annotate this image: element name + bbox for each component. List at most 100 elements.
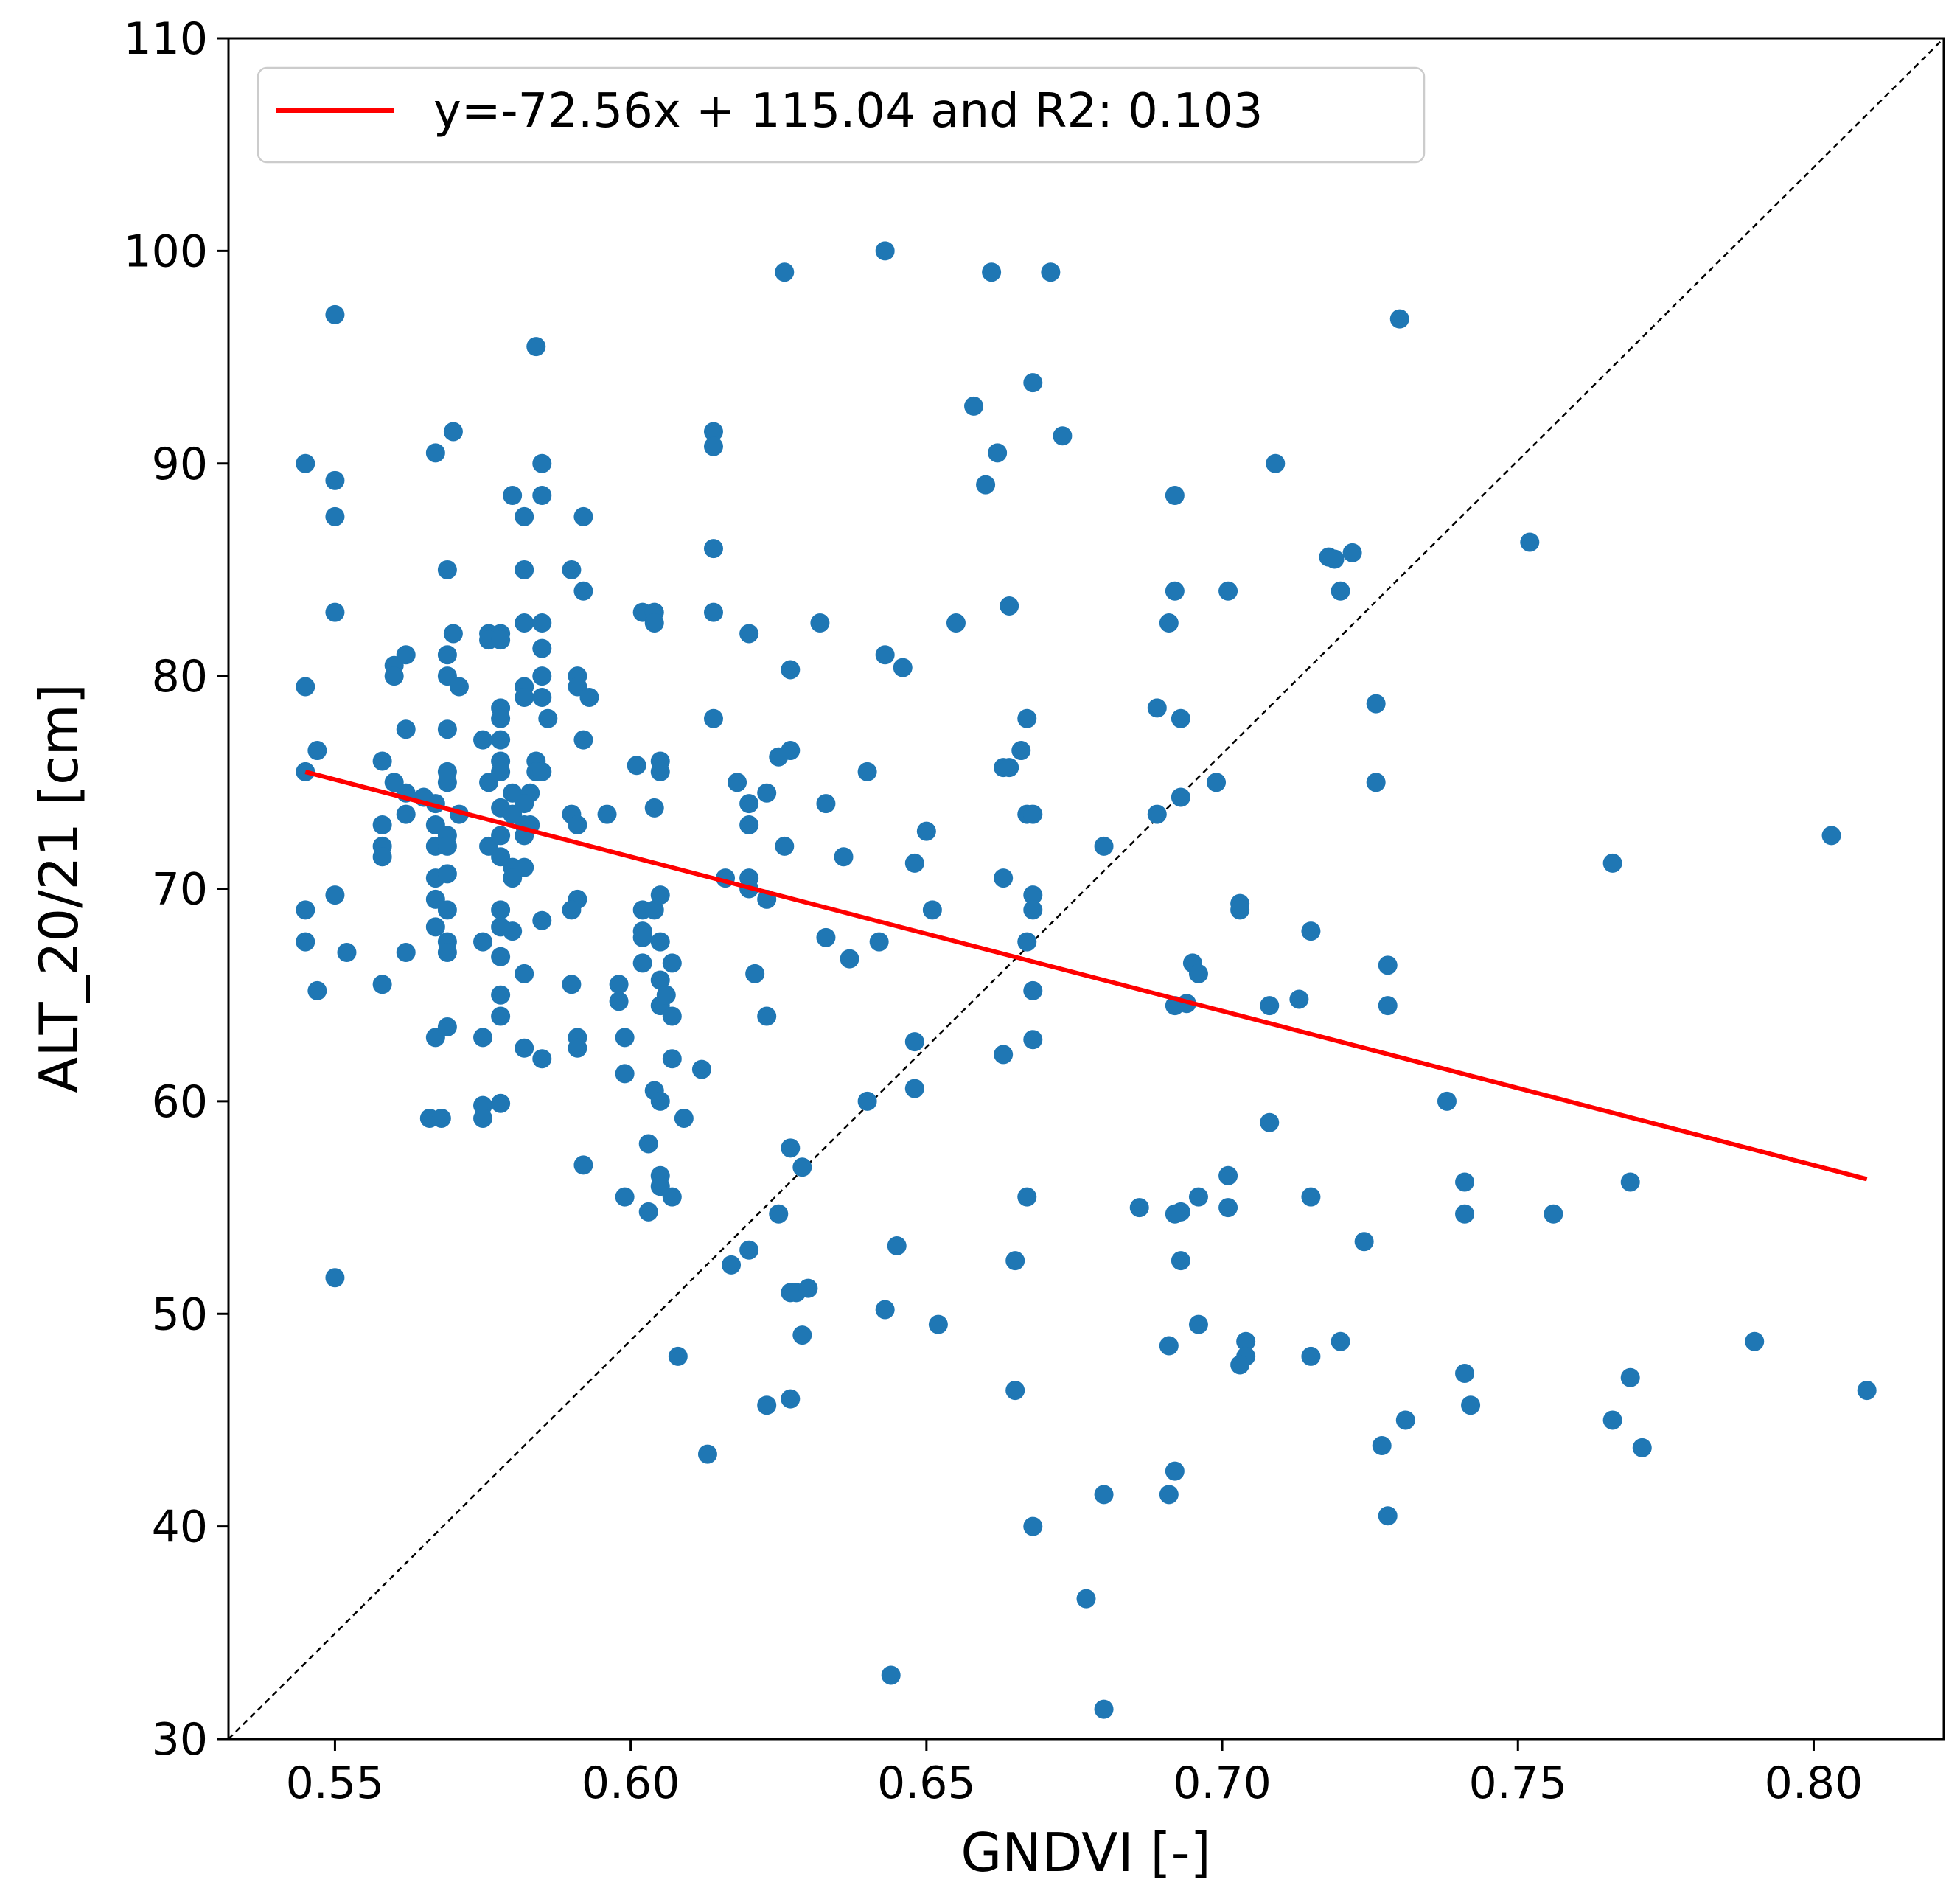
regression-line (304, 770, 1868, 1182)
data-point (372, 815, 392, 834)
data-point (372, 751, 392, 771)
data-point (769, 1204, 789, 1224)
data-point (1366, 773, 1386, 792)
data-point (1218, 1198, 1238, 1218)
data-point (615, 1028, 635, 1048)
data-point (1094, 836, 1114, 856)
data-point (296, 762, 315, 781)
data-point (443, 422, 463, 442)
legend-box (257, 66, 1426, 164)
data-point (1218, 581, 1238, 601)
data-point (650, 1091, 670, 1111)
data-point (325, 506, 345, 526)
x-tick-label: 0.70 (1173, 1757, 1272, 1809)
data-point (568, 815, 587, 834)
data-point (1023, 1030, 1043, 1050)
data-point (1461, 1395, 1481, 1415)
data-point (491, 900, 511, 920)
data-point (1165, 1461, 1185, 1481)
data-point (1455, 1204, 1475, 1224)
legend-label-regression: y=-72.56x + 115.04 and R2: 0.103 (433, 84, 1263, 139)
data-point (988, 443, 1008, 463)
data-point (781, 741, 801, 761)
data-point (503, 921, 523, 941)
data-point (515, 794, 534, 814)
data-point (739, 624, 759, 644)
data-point (792, 1157, 812, 1177)
data-point (449, 677, 469, 697)
y-tick-label: 70 (152, 864, 208, 916)
data-point (869, 932, 889, 952)
data-point (491, 762, 511, 781)
data-point (296, 900, 315, 920)
data-point (1159, 1485, 1179, 1505)
data-point (325, 602, 345, 622)
data-point (1005, 1381, 1025, 1401)
data-point (946, 613, 966, 633)
y-tick-label: 90 (152, 439, 208, 490)
data-point (1023, 1516, 1043, 1536)
data-point (1165, 486, 1185, 506)
data-point (662, 1049, 682, 1069)
data-point (1632, 1438, 1652, 1457)
data-point (1147, 804, 1167, 824)
x-tick-label: 0.60 (582, 1757, 680, 1809)
data-point (904, 1032, 924, 1052)
data-point (775, 836, 795, 856)
data-point (798, 1278, 818, 1298)
data-point (437, 719, 457, 739)
data-point (1745, 1331, 1765, 1351)
data-point (1602, 1410, 1622, 1430)
data-point (875, 241, 895, 261)
data-point (526, 337, 546, 357)
data-point (1230, 900, 1250, 920)
data-point (1188, 1187, 1208, 1207)
data-point (532, 1049, 552, 1069)
data-point (532, 486, 552, 506)
data-point (562, 975, 582, 994)
data-point (1171, 708, 1190, 728)
data-point (515, 1038, 534, 1058)
data-point (1023, 900, 1043, 920)
data-point (573, 730, 593, 750)
data-point (922, 900, 942, 920)
data-point (425, 917, 445, 937)
data-point (396, 943, 416, 963)
data-point (396, 804, 416, 824)
data-point (443, 624, 463, 644)
identity-line (229, 38, 1944, 1739)
data-point (532, 453, 552, 473)
data-point (396, 645, 416, 665)
data-point (650, 970, 670, 990)
data-point (964, 396, 984, 416)
data-point (739, 815, 759, 834)
x-tick-label: 0.80 (1765, 1757, 1863, 1809)
data-point (722, 1255, 742, 1275)
data-point (982, 262, 1002, 282)
data-point (532, 613, 552, 633)
data-point (1378, 955, 1398, 975)
data-point (1325, 549, 1345, 569)
data-point (568, 1038, 587, 1058)
data-point (1354, 1232, 1374, 1252)
data-point (928, 1314, 948, 1334)
data-point (1188, 964, 1208, 983)
data-point (573, 581, 593, 601)
data-point (627, 756, 646, 776)
data-point (757, 1395, 777, 1415)
data-point (875, 645, 895, 665)
data-point (781, 1138, 801, 1158)
data-point (491, 1006, 511, 1026)
data-point (532, 687, 552, 707)
data-point (396, 719, 416, 739)
data-point (473, 730, 493, 750)
data-point (1017, 1187, 1037, 1207)
data-point (916, 821, 936, 841)
data-point (562, 900, 582, 920)
data-point (1372, 1436, 1392, 1456)
data-point (1366, 694, 1386, 714)
data-point (1171, 787, 1190, 807)
data-point (1455, 1363, 1475, 1383)
data-point (728, 773, 747, 792)
